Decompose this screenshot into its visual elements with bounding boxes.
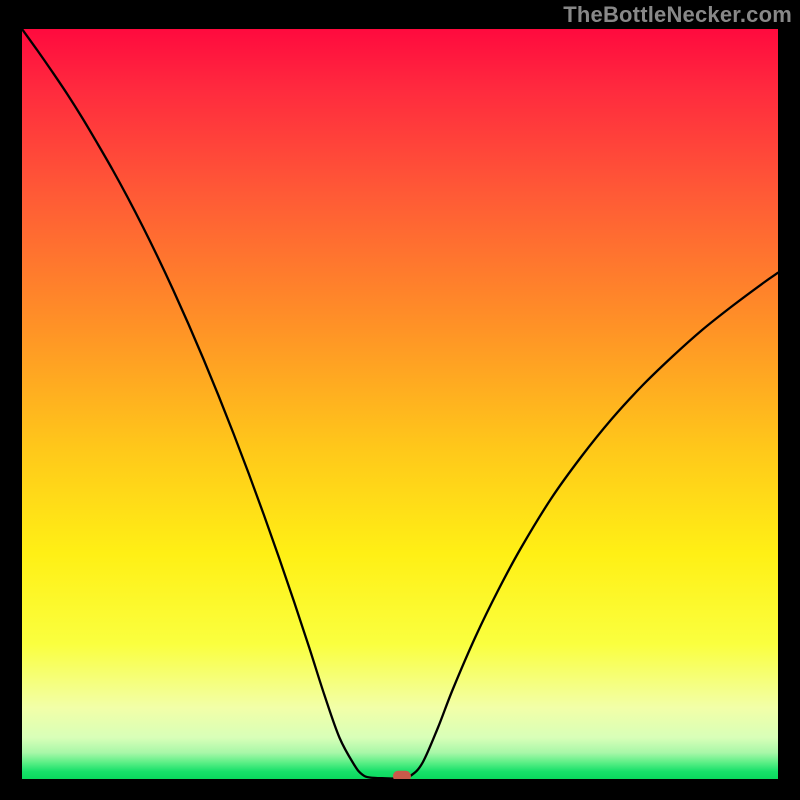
chart-frame: TheBottleNecker.com [0, 0, 800, 800]
watermark-text: TheBottleNecker.com [563, 2, 792, 28]
minimum-marker [393, 771, 411, 779]
plot-area [22, 29, 778, 779]
bottleneck-curve [22, 29, 778, 779]
